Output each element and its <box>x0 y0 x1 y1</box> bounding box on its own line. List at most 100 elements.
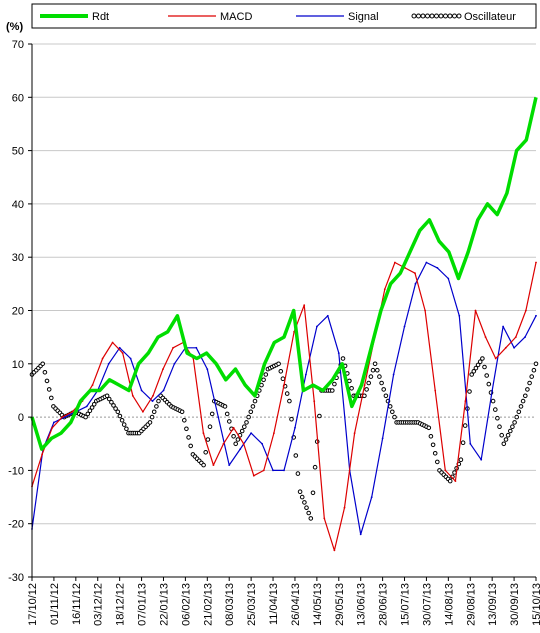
x-tick-label: 08/03/13 <box>224 583 236 626</box>
x-tick-label: 29/08/13 <box>465 583 477 626</box>
series-point <box>316 325 318 328</box>
series-point <box>394 261 396 264</box>
series-point <box>370 496 373 498</box>
series-point <box>262 469 265 472</box>
oscillateur-point <box>426 425 432 431</box>
oscillateur-point <box>430 442 436 448</box>
oscillateur-point <box>276 361 281 367</box>
oscillateur-point <box>115 409 121 415</box>
series-point <box>131 394 134 397</box>
oscillateur-point <box>186 435 191 440</box>
oscillateur-point <box>239 428 245 434</box>
y-tick-label: -20 <box>8 519 24 531</box>
x-tick-label: 29/05/13 <box>334 583 346 626</box>
oscillateur-point <box>460 440 466 446</box>
oscillateur-point <box>512 420 517 425</box>
legend-item-signal: Signal <box>296 11 379 23</box>
oscillateur-point <box>278 369 284 374</box>
x-tick-label: 06/02/13 <box>180 583 192 626</box>
series-point <box>252 474 255 477</box>
series-point <box>121 352 124 354</box>
series-point <box>383 288 386 291</box>
oscillateur-point <box>480 356 485 361</box>
oscillateur-point <box>525 387 530 392</box>
legend-label: Oscillateur <box>464 11 516 23</box>
series-point <box>64 416 66 418</box>
oscillateur-point <box>340 356 346 361</box>
oscillateur-point <box>203 450 208 455</box>
oscillateur-point <box>520 398 526 404</box>
oscillateur-point <box>501 441 507 447</box>
x-tick-label: 11/04/13 <box>268 583 280 625</box>
oscillateur-point <box>392 414 397 420</box>
oscillateur-point <box>261 377 266 383</box>
oscillateur-point <box>368 374 374 379</box>
oscillateur-point <box>304 505 309 511</box>
series-point <box>313 400 316 402</box>
oscillateur-point <box>469 372 475 377</box>
series-point <box>305 373 307 376</box>
series-point <box>326 314 329 317</box>
series-point <box>425 261 428 264</box>
oscillateur-point <box>495 415 500 421</box>
series-point <box>333 549 336 552</box>
oscillateur-point <box>516 409 522 415</box>
series-point <box>392 373 395 376</box>
x-tick-label: 21/02/13 <box>202 583 214 626</box>
oscillateur-point <box>121 422 127 427</box>
series-point <box>434 389 437 392</box>
oscillateur-point <box>390 409 395 415</box>
oscillateur-point <box>224 411 230 417</box>
legend-label: MACD <box>220 11 252 23</box>
oscillateur-point <box>124 426 129 432</box>
series-point <box>151 400 154 402</box>
oscillateur-point <box>119 418 125 423</box>
oscillateur-point <box>284 391 290 396</box>
oscillateur-point <box>233 441 238 447</box>
series-point <box>283 384 285 386</box>
oscillateur-point <box>435 459 440 465</box>
oscillateur-point <box>227 419 232 424</box>
series-point <box>212 464 215 466</box>
series-point <box>303 304 306 307</box>
series-point <box>228 464 231 466</box>
y-tick-label: -10 <box>8 465 24 477</box>
series-point <box>381 437 384 440</box>
series-point <box>514 336 517 338</box>
oscillateur-point <box>242 424 247 430</box>
oscillateur-point <box>87 408 93 414</box>
series-line <box>30 96 538 451</box>
series-point <box>436 267 439 269</box>
oscillateur-point <box>317 413 322 419</box>
series-point <box>202 432 205 434</box>
y-tick-label: 40 <box>12 199 24 211</box>
series-point <box>250 432 253 434</box>
oscillateur-point <box>302 500 307 505</box>
series-point <box>162 368 164 370</box>
series-point <box>353 432 356 434</box>
y-tick-label: 0 <box>18 412 24 424</box>
series-point <box>242 442 245 445</box>
series-point <box>454 480 457 482</box>
series-point <box>464 400 467 402</box>
oscillateur-point <box>154 404 159 409</box>
series-point <box>61 416 64 418</box>
oscillateur-point <box>529 374 535 379</box>
series-point <box>535 261 537 264</box>
oscillateur-point <box>497 424 502 430</box>
legend-item-rdt: Rdt <box>40 11 109 23</box>
oscillateur-point <box>149 414 155 420</box>
x-tick-label: 30/09/13 <box>509 583 521 626</box>
series-point <box>261 442 263 445</box>
oscillateur-point <box>188 443 193 449</box>
oscillateur-point <box>523 393 528 399</box>
x-tick-label: 15/07/13 <box>400 583 412 626</box>
series-point <box>343 506 346 509</box>
oscillateur-point <box>151 409 157 415</box>
x-tick-label: 28/06/13 <box>378 583 390 626</box>
legend-label: Rdt <box>92 11 109 23</box>
oscillateur-point <box>263 372 269 377</box>
series-point <box>173 362 176 365</box>
oscillateur-point <box>205 437 211 442</box>
